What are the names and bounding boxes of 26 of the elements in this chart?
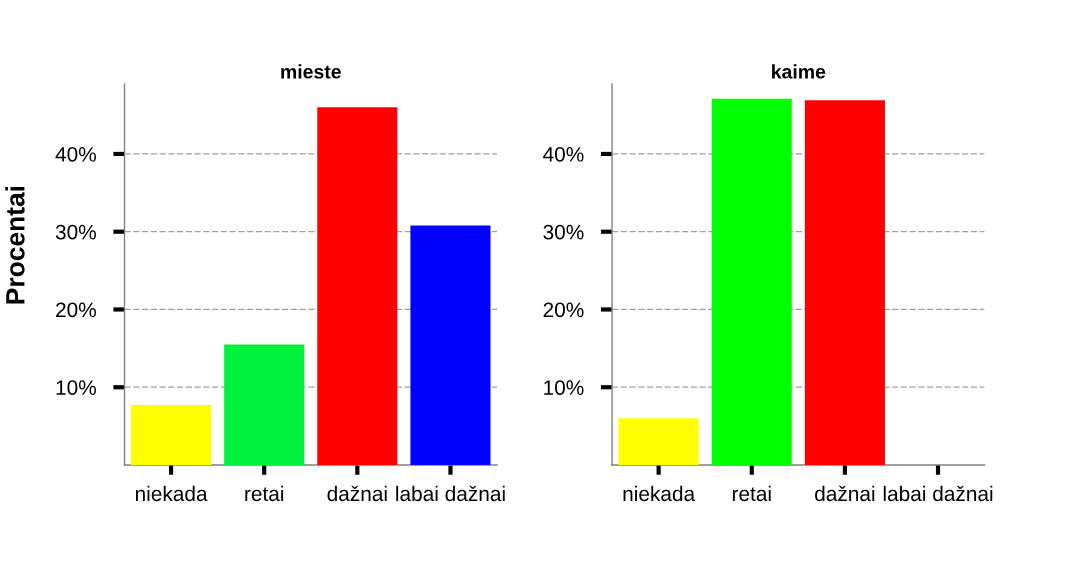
bar xyxy=(618,418,699,465)
bar xyxy=(711,98,792,465)
x-tick-label: labai dažnai xyxy=(396,485,505,502)
bar xyxy=(410,225,491,465)
y-tick-label: 20% xyxy=(543,302,584,318)
x-tick-label: dažnai xyxy=(815,485,875,502)
y-axis-title: Procentai xyxy=(5,186,25,304)
y-tick-label: 40% xyxy=(55,146,96,162)
bar xyxy=(804,100,885,465)
bar xyxy=(131,405,212,465)
chart-title: mieste xyxy=(281,64,341,79)
y-tick-label: 10% xyxy=(544,380,584,395)
y-tick-label: 10% xyxy=(56,380,96,395)
x-tick-label: dažnai xyxy=(327,485,387,502)
y-tick-label: 40% xyxy=(543,146,584,162)
y-tick-label: 30% xyxy=(55,224,96,240)
y-tick-label: 30% xyxy=(543,224,584,240)
chart-title: kaime xyxy=(772,64,826,79)
x-tick-label: labai dažnai xyxy=(883,485,993,502)
bar xyxy=(224,344,305,465)
x-tick-label: niekada xyxy=(135,485,208,502)
x-tick-label: retai xyxy=(245,485,284,502)
x-tick-label: niekada xyxy=(623,485,696,502)
y-tick-label: 20% xyxy=(56,302,96,318)
bar xyxy=(317,107,398,465)
x-tick-label: retai xyxy=(732,485,771,502)
